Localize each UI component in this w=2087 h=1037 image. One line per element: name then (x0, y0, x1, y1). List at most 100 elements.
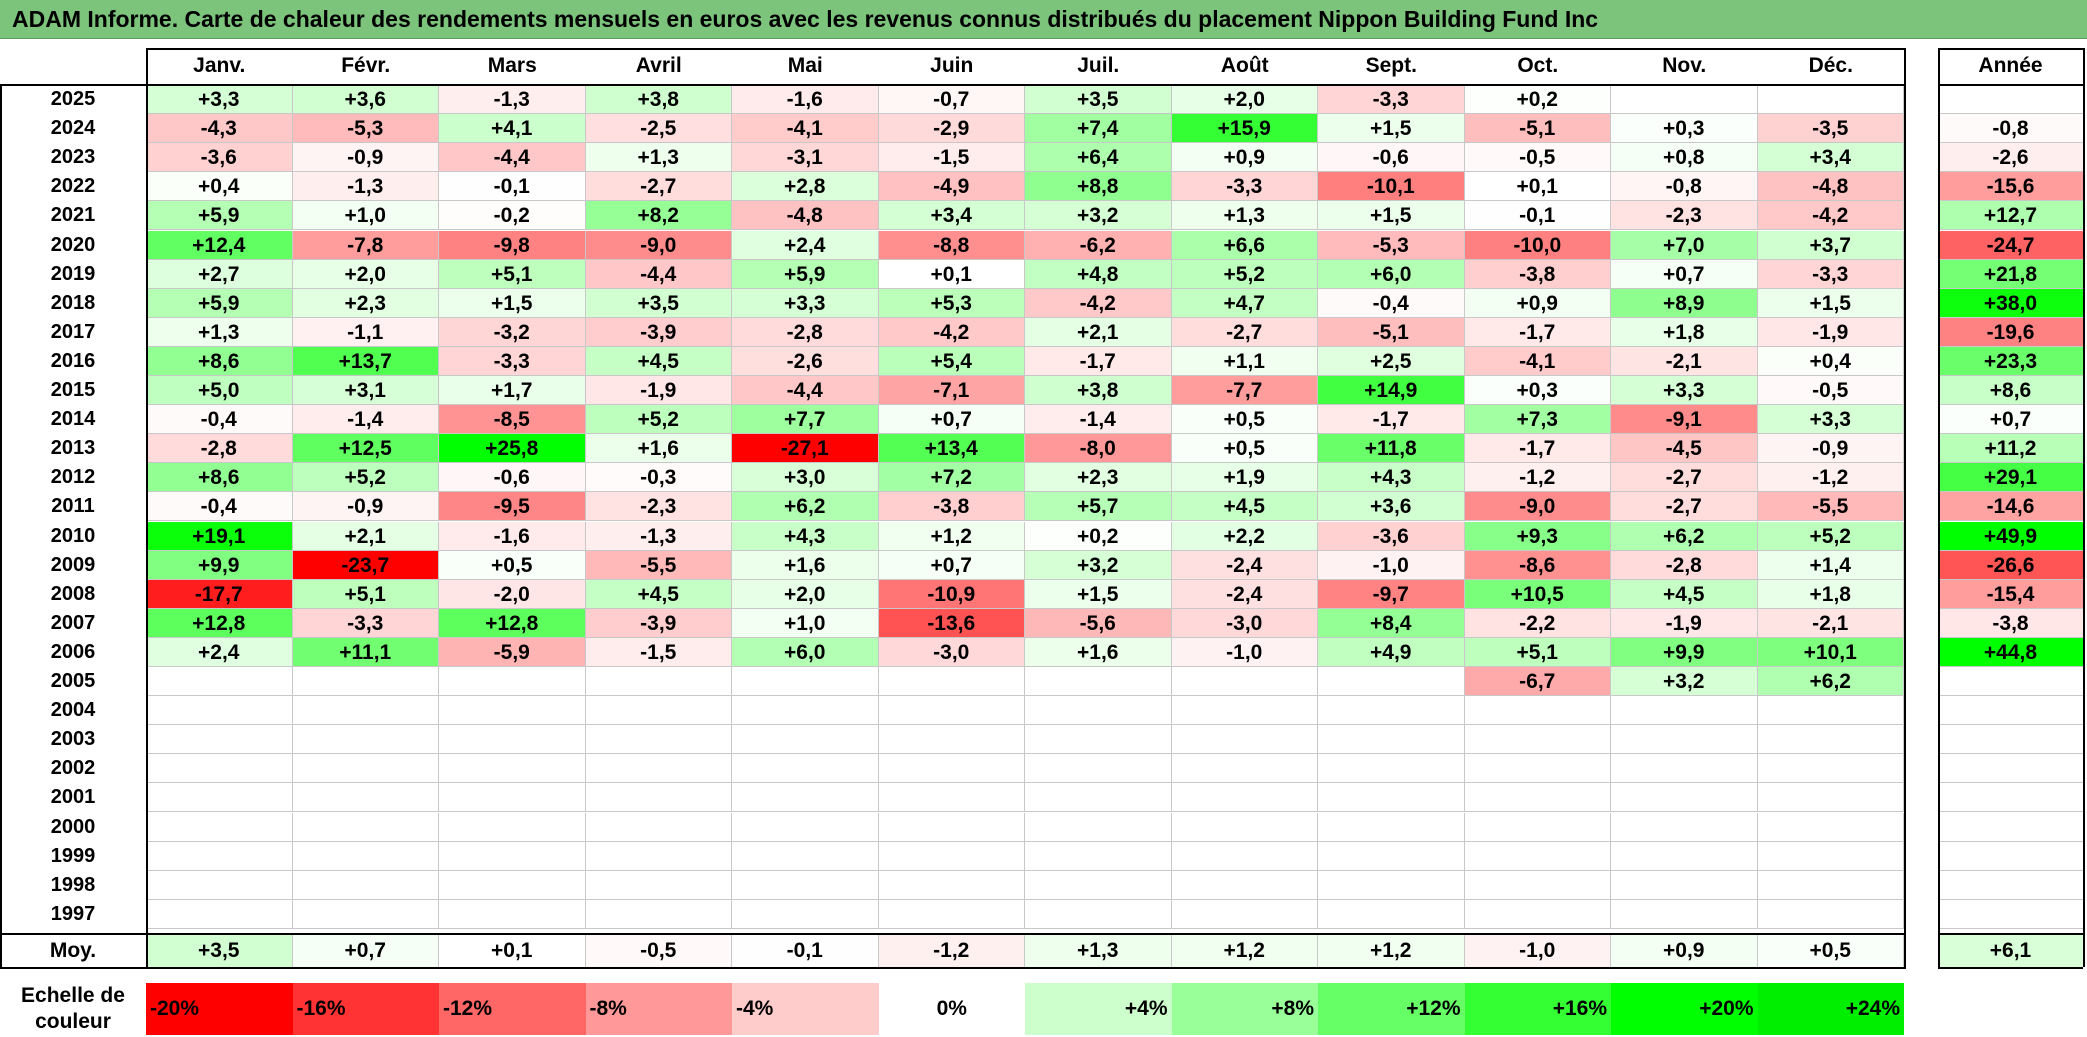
heatmap-cell: -1,9 (1611, 608, 1758, 638)
heatmap-cell: +5,4 (878, 346, 1025, 376)
heatmap-cell: -2,3 (585, 492, 732, 522)
month-header: Juil. (1025, 48, 1172, 84)
heatmap-cell (1171, 899, 1318, 929)
heatmap-cell: -0,9 (292, 492, 439, 522)
heatmap-cell: +7,2 (878, 463, 1025, 493)
heatmap-cell: -5,1 (1318, 317, 1465, 347)
heatmap-cell: -4,9 (878, 172, 1025, 202)
heatmap-cell: -8,8 (878, 230, 1025, 260)
heatmap-cell: +3,3 (1611, 376, 1758, 406)
color-scale-stop: 0% (878, 983, 1025, 1035)
heatmap-cell: -8,6 (1464, 550, 1611, 580)
heatmap-cell: +6,4 (1025, 143, 1172, 173)
heatmap-cell: +11,8 (1318, 434, 1465, 464)
heatmap-cell (1464, 870, 1611, 900)
heatmap-cell: -9,7 (1318, 579, 1465, 609)
color-scale-stop: -4% (732, 983, 879, 1035)
heatmap-cell: -5,9 (439, 637, 586, 667)
heatmap-cell: +6,0 (1318, 259, 1465, 289)
heatmap-cell (878, 841, 1025, 871)
year-label: 2022 (0, 172, 146, 202)
heatmap-cell: +4,7 (1171, 288, 1318, 318)
heatmap-cell (1025, 725, 1172, 755)
heatmap-cell (1757, 725, 1904, 755)
annual-cell: +21,8 (1938, 259, 2083, 289)
heatmap-cell: +9,9 (1611, 637, 1758, 667)
heatmap-cell: +2,8 (732, 172, 879, 202)
heatmap-cell (146, 725, 293, 755)
annual-cell (1938, 725, 2083, 755)
heatmap-cell: -1,1 (292, 317, 439, 347)
heatmap-cell: +3,2 (1025, 201, 1172, 231)
heatmap-cell: +0,1 (1464, 172, 1611, 202)
color-scale-stop: +8% (1171, 983, 1318, 1035)
annual-cell: -26,6 (1938, 550, 2083, 580)
heatmap-cell (732, 696, 879, 726)
heatmap-cell (1025, 754, 1172, 784)
heatmap-cell (1025, 899, 1172, 929)
heatmap-cell: +0,7 (878, 550, 1025, 580)
heatmap-cell: +0,1 (878, 259, 1025, 289)
heatmap-cell (1464, 754, 1611, 784)
heatmap-cell: +4,9 (1318, 637, 1465, 667)
heatmap-cell (292, 870, 439, 900)
heatmap-cell: +2,4 (732, 230, 879, 260)
heatmap-cell: +10,5 (1464, 579, 1611, 609)
heatmap-cell: -3,3 (439, 346, 586, 376)
color-scale-stop: -20% (146, 983, 293, 1035)
heatmap-cell: -9,8 (439, 230, 586, 260)
year-label: 1999 (0, 841, 146, 871)
heatmap-cell: +1,3 (1171, 201, 1318, 231)
heatmap-cell: -5,3 (1318, 230, 1465, 260)
year-label: 2010 (0, 521, 146, 551)
heatmap-cell (1025, 870, 1172, 900)
heatmap-cell (585, 667, 732, 697)
annual-border-top (1938, 48, 2083, 50)
annual-cell (1938, 841, 2083, 871)
heatmap-cell: +3,3 (732, 288, 879, 318)
heatmap-cell (878, 870, 1025, 900)
heatmap-cell: +1,6 (732, 550, 879, 580)
grid-border-top (146, 48, 1904, 50)
year-label: 2008 (0, 579, 146, 609)
left-border (0, 84, 2, 967)
heatmap-cell: -3,0 (878, 637, 1025, 667)
average-cell: +0,5 (1757, 935, 1904, 967)
month-header: Juin (878, 48, 1025, 84)
heatmap-cell: -1,2 (1464, 463, 1611, 493)
annual-cell: -3,8 (1938, 608, 2083, 638)
color-scale-stop: +12% (1318, 983, 1465, 1035)
heatmap-cell: +4,1 (439, 114, 586, 144)
heatmap-cell: +3,4 (878, 201, 1025, 231)
annual-cell: +11,2 (1938, 434, 2083, 464)
year-label: 2015 (0, 376, 146, 406)
annual-cell (1938, 870, 2083, 900)
heatmap-cell: -1,3 (585, 521, 732, 551)
heatmap-cell: +3,0 (732, 463, 879, 493)
heatmap-cell (1464, 725, 1611, 755)
heatmap-cell (292, 754, 439, 784)
heatmap-cell: +6,2 (1757, 667, 1904, 697)
heatmap-cell: -4,4 (585, 259, 732, 289)
heatmap-cell: +0,5 (439, 550, 586, 580)
heatmap-cell (878, 899, 1025, 929)
year-label: 2006 (0, 637, 146, 667)
heatmap-cell: -3,5 (1757, 114, 1904, 144)
heatmap-cell (732, 783, 879, 813)
year-label: 2013 (0, 434, 146, 464)
heatmap-cell: -9,1 (1611, 405, 1758, 435)
heatmap-cell: +3,5 (1025, 85, 1172, 115)
annual-border-right (2083, 48, 2085, 967)
heatmap-cell (1318, 899, 1465, 929)
heatmap-cell: +2,0 (292, 259, 439, 289)
heatmap-cell: -7,8 (292, 230, 439, 260)
heatmap-cell: -17,7 (146, 579, 293, 609)
annual-cell: +49,9 (1938, 521, 2083, 551)
heatmap-cell: +1,0 (292, 201, 439, 231)
heatmap-cell: -3,3 (1757, 259, 1904, 289)
heatmap-cell: -13,6 (878, 608, 1025, 638)
annual-cell: -0,8 (1938, 114, 2083, 144)
heatmap-cell: +3,6 (292, 85, 439, 115)
heatmap-cell (1611, 812, 1758, 842)
heatmap-cell: +1,7 (439, 376, 586, 406)
